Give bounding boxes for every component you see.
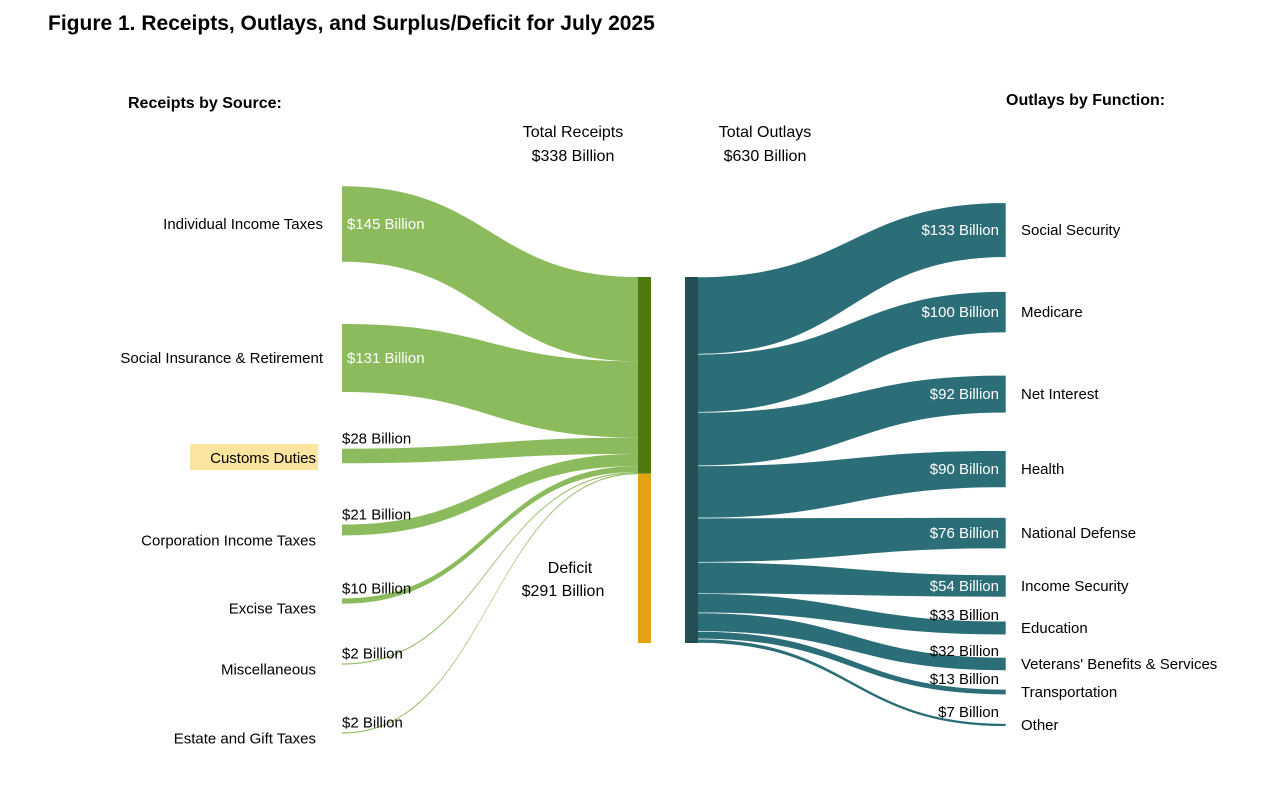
outlay-name-veterans-benefits-services: Veterans' Benefits & Services: [1021, 656, 1217, 673]
total-outlays-label: Total Outlays: [719, 124, 811, 141]
outlay-name-net-interest: Net Interest: [1021, 386, 1099, 403]
receipt-labels: Individual Income Taxes $145 Billion Socia…: [120, 216, 424, 748]
outlay-name-national-defense: National Defense: [1021, 525, 1136, 542]
receipt-name-miscellaneous: Miscellaneous: [221, 662, 316, 679]
outlay-name-health: Health: [1021, 461, 1064, 478]
deficit-bar: [638, 473, 651, 643]
outlay-value-other: $7 Billion: [938, 704, 999, 721]
outlay-flow-social-security: [696, 202, 1007, 355]
receipt-name-customs-duties: Customs Duties: [210, 450, 316, 467]
total-outlays-value: $630 Billion: [724, 148, 807, 165]
total-receipts-label: Total Receipts: [523, 124, 624, 141]
receipt-flow-social-insurance-retirement: [342, 323, 638, 438]
outlay-value-national-defense: $76 Billion: [930, 525, 999, 542]
receipt-value-excise-taxes: $10 Billion: [342, 580, 411, 597]
outlay-name-other: Other: [1021, 717, 1059, 734]
receipt-value-miscellaneous: $2 Billion: [342, 645, 403, 662]
outlay-value-veterans-benefits-services: $32 Billion: [930, 643, 999, 660]
receipt-flow-miscellaneous: [342, 471, 638, 665]
outlay-name-education: Education: [1021, 620, 1088, 637]
outlay-name-medicare: Medicare: [1021, 304, 1083, 321]
receipt-name-estate-and-gift-taxes: Estate and Gift Taxes: [174, 731, 316, 748]
outlay-name-social-security: Social Security: [1021, 222, 1121, 239]
total-outlays-bar: [685, 277, 698, 643]
receipt-name-individual-income-taxes: Individual Income Taxes: [163, 216, 323, 233]
outlay-flows: [696, 202, 1007, 727]
outlays-heading: Outlays by Function:: [1006, 92, 1165, 109]
total-bars: [638, 277, 698, 643]
outlay-labels: Social Security $133 Billion Medicare $100 …: [921, 222, 1217, 734]
total-receipts-bar: [638, 277, 651, 474]
outlay-flow-transportation: [696, 631, 1007, 695]
receipt-name-corporation-income-taxes: Corporation Income Taxes: [141, 532, 316, 549]
receipt-value-customs-duties: $28 Billion: [342, 431, 411, 448]
outlay-flow-net-interest: [696, 374, 1007, 467]
receipt-name-excise-taxes: Excise Taxes: [229, 601, 316, 618]
outlay-value-health: $90 Billion: [930, 461, 999, 478]
outlay-flow-national-defense: [696, 517, 1007, 563]
receipt-flow-corporation-income-taxes: [342, 453, 638, 536]
receipt-name-social-insurance-retirement: Social Insurance & Retirement: [120, 350, 323, 367]
outlay-flow-other: [696, 638, 1007, 727]
total-receipts-value: $338 Billion: [532, 148, 615, 165]
receipt-flow-excise-taxes: [342, 466, 638, 604]
receipt-value-social-insurance-retirement: $131 Billion: [347, 350, 425, 367]
outlay-name-income-security: Income Security: [1021, 578, 1129, 595]
receipt-value-estate-and-gift-taxes: $2 Billion: [342, 714, 403, 731]
customs-duties-highlight: [190, 444, 318, 470]
receipt-flow-customs-duties: [342, 437, 638, 464]
deficit-value: $291 Billion: [522, 583, 605, 600]
deficit-label: Deficit: [548, 560, 593, 577]
outlay-flow-income-security: [696, 561, 1007, 598]
receipt-flow-individual-income-taxes: [342, 186, 638, 362]
receipt-value-individual-income-taxes: $145 Billion: [347, 216, 425, 233]
outlay-flow-education: [696, 593, 1007, 636]
outlay-value-net-interest: $92 Billion: [930, 386, 999, 403]
outlay-name-transportation: Transportation: [1021, 684, 1117, 701]
receipt-flow-estate-and-gift-taxes: [342, 473, 638, 734]
outlay-value-transportation: $13 Billion: [930, 671, 999, 688]
chart-title: Figure 1. Receipts, Outlays, and Surplus…: [48, 12, 655, 35]
outlay-flow-medicare: [696, 291, 1007, 413]
receipts-heading: Receipts by Source:: [128, 95, 282, 112]
outlay-value-education: $33 Billion: [930, 607, 999, 624]
outlay-flow-veterans-benefits-services: [696, 612, 1007, 671]
outlay-flow-health: [696, 450, 1007, 519]
outlay-value-medicare: $100 Billion: [921, 304, 999, 321]
receipt-value-corporation-income-taxes: $21 Billion: [342, 507, 411, 524]
receipt-flows: [342, 186, 638, 734]
outlay-value-social-security: $133 Billion: [921, 222, 999, 239]
outlay-value-income-security: $54 Billion: [930, 578, 999, 595]
